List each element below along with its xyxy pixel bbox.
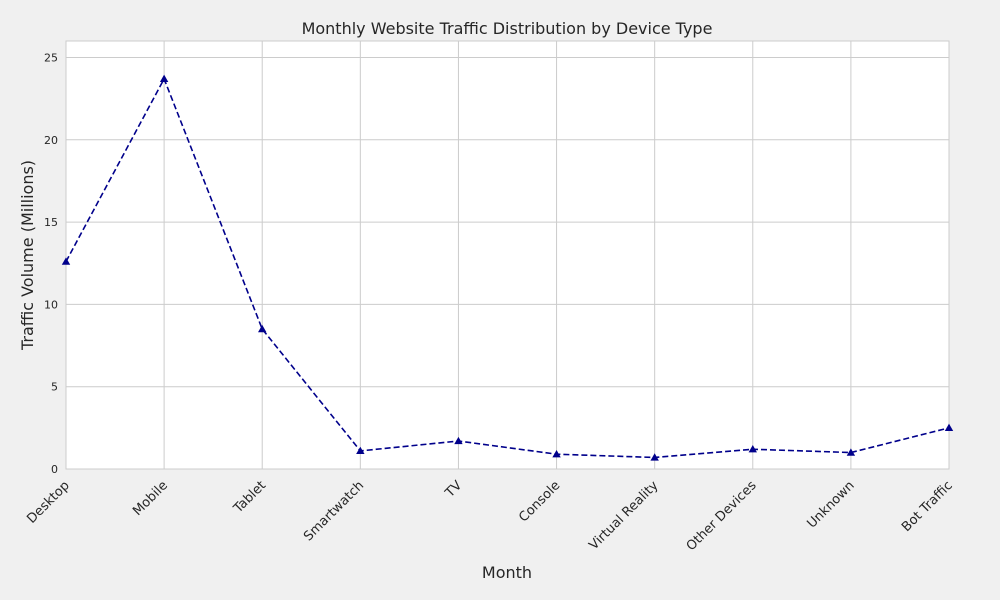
y-tick-label: 10 xyxy=(44,298,58,311)
y-tick-label: 0 xyxy=(51,463,58,476)
x-tick-label: Bot Traffic xyxy=(899,478,956,535)
x-axis-ticks: Desktop Mobile Tablet Smartwatch TV Console Vi… xyxy=(24,478,956,554)
data-point-marker xyxy=(944,423,954,431)
data-point-marker xyxy=(846,448,856,456)
data-point-marker xyxy=(258,324,267,333)
series-polyline xyxy=(65,76,950,459)
y-tick-label: 20 xyxy=(44,134,58,147)
x-tick-label: Virtual Reality xyxy=(587,478,662,553)
data-point-marker xyxy=(552,449,561,458)
chart-title: Monthly Website Traffic Distribution by … xyxy=(302,19,713,38)
y-axis-ticks: 0 5 10 15 20 25 xyxy=(44,51,58,476)
data-point-marker xyxy=(159,74,169,83)
data-point-marker xyxy=(61,257,71,265)
y-tick-label: 15 xyxy=(44,216,58,229)
data-point-marker xyxy=(650,453,659,461)
x-tick-label: Unknown xyxy=(804,478,857,531)
y-axis-label: Traffic Volume (Millions) xyxy=(18,160,37,351)
data-point-marker xyxy=(454,436,463,445)
plot-area xyxy=(66,41,949,469)
x-tick-label: Console xyxy=(516,478,563,525)
x-tick-label: Desktop xyxy=(24,478,73,527)
x-tick-label: Smartwatch xyxy=(301,478,367,544)
y-tick-label: 25 xyxy=(44,51,58,64)
grid-lines xyxy=(65,41,950,470)
x-tick-label: Mobile xyxy=(130,478,171,519)
x-axis-label: Month xyxy=(482,563,532,582)
data-point-marker xyxy=(356,446,365,455)
series-line xyxy=(61,74,954,461)
x-tick-label: Tablet xyxy=(230,478,269,517)
x-tick-label: TV xyxy=(442,478,465,501)
data-point-marker xyxy=(748,445,757,453)
y-tick-label: 5 xyxy=(51,381,58,394)
x-tick-label: Other Devices xyxy=(684,478,760,554)
plot-frame xyxy=(65,40,950,470)
